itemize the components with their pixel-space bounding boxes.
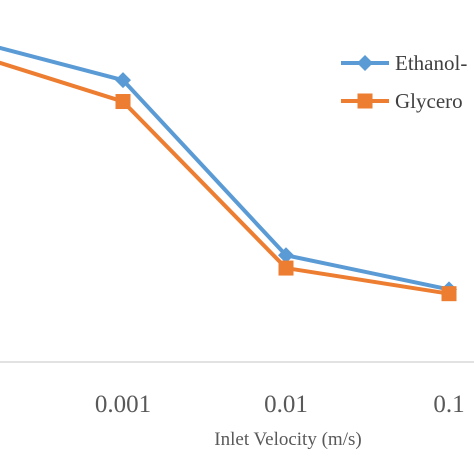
x-axis-title: Inlet Velocity (m/s) <box>214 429 361 450</box>
glycerol-point-3 <box>441 286 457 302</box>
x-tick-label: 0.01 <box>264 391 308 418</box>
ethanol-point-1 <box>115 72 131 89</box>
glycerol-point-1 <box>115 94 131 110</box>
ethanol-series-line <box>0 45 450 292</box>
legend-marker-glycerol <box>357 93 373 109</box>
glycerol-series-line <box>0 60 450 296</box>
legend-label-ethanol: Ethanol- <box>395 51 467 75</box>
plot-area <box>0 45 457 302</box>
legend-label-glycerol: Glycero <box>395 89 463 113</box>
legend-marker-ethanol <box>357 55 373 71</box>
ethanol-point-2 <box>278 247 294 264</box>
x-tick-label: 0.001 <box>95 391 151 418</box>
glycerol-point-2 <box>278 260 294 276</box>
legend: Ethanol- Glycero <box>341 51 467 113</box>
x-tick-label: 0.1 <box>433 391 464 418</box>
